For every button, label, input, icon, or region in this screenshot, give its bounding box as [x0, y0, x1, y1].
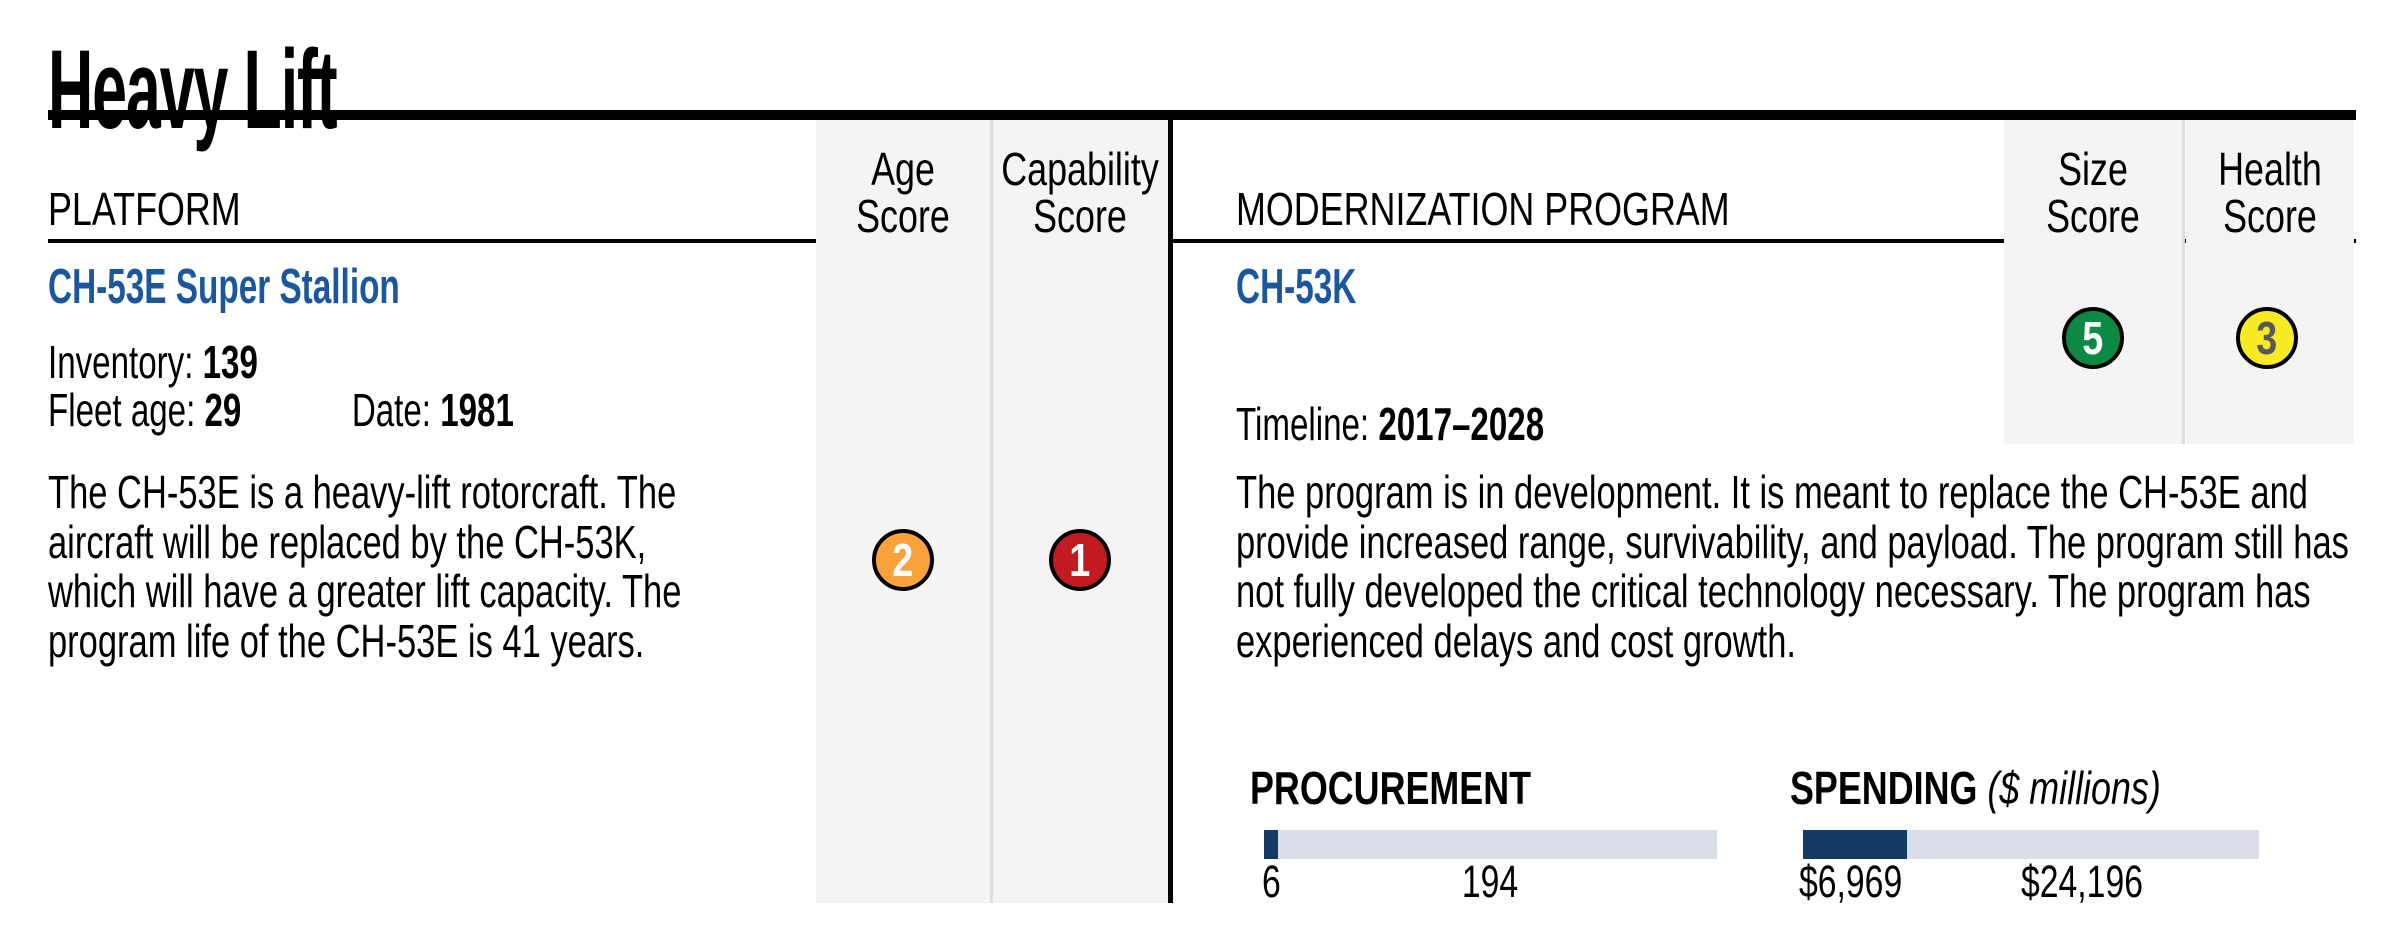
health-score-column-header: Health Score	[2036, 146, 2400, 240]
spending-label: SPENDING ($ millions)	[1790, 764, 2161, 812]
timeline-line: Timeline: 2017–2028	[1236, 400, 1544, 448]
capability-score-header-line1: Capability	[1001, 143, 1159, 195]
age-score-badge: 2	[872, 529, 934, 591]
date-value: 1981	[440, 384, 514, 436]
fleet-age-date-line: Fleet age: 29 Date: 1981	[48, 386, 768, 434]
spending-unit: ($ millions)	[1987, 762, 2161, 814]
size-score-value: 5	[2082, 312, 2104, 364]
age-capability-divider	[990, 120, 993, 903]
date-label: Date:	[351, 384, 432, 436]
platform-column-header: PLATFORM	[48, 183, 241, 235]
platform-name: CH-53E Super Stallion	[48, 260, 400, 314]
program-name: CH-53K	[1236, 260, 1357, 314]
health-score-header-line2: Score	[2223, 190, 2317, 242]
age-score-column-header: Age Score	[669, 146, 1137, 240]
procurement-total-value: 194	[1461, 856, 1519, 907]
modernization-program-column-header: MODERNIZATION PROGRAM	[1236, 183, 1730, 235]
age-score-header-line1: Age	[871, 143, 935, 195]
size-score-badge: 5	[2062, 307, 2124, 369]
fleet-age-label: Fleet age:	[48, 384, 196, 436]
health-score-column-bg	[2186, 120, 2354, 444]
top-rule	[48, 110, 2356, 120]
program-description: The program is in development. It is mea…	[1236, 466, 2349, 667]
inventory-line: Inventory: 139	[48, 338, 258, 386]
age-score-column-bg	[816, 120, 990, 903]
health-score-header-line1: Health	[2218, 143, 2322, 195]
inventory-value: 139	[202, 336, 258, 388]
procurement-current-value: 6	[1262, 856, 1281, 907]
inventory-label: Inventory:	[48, 336, 194, 388]
timeline-value: 2017–2028	[1378, 398, 1545, 450]
spending-current-value: $6,969	[1799, 856, 1903, 907]
age-score-header-line2: Score	[856, 190, 950, 242]
procurement-bar	[1264, 830, 1717, 859]
size-score-header-line2: Score	[2046, 190, 2140, 242]
procurement-label: PROCUREMENT	[1250, 762, 1532, 814]
spending-bar	[1803, 830, 2259, 859]
size-health-divider	[2182, 120, 2185, 444]
spending-bar-fill	[1803, 830, 1907, 859]
size-score-column-header: Size Score	[1859, 146, 2327, 240]
capability-score-column-bg	[993, 120, 1168, 903]
age-score-value: 2	[892, 534, 914, 586]
health-score-badge: 3	[2236, 307, 2298, 369]
capability-score-badge: 1	[1049, 529, 1111, 591]
platform-program-divider	[1168, 120, 1173, 903]
spending-total-value: $24,196	[2020, 856, 2143, 907]
page-title: Heavy Lift	[48, 27, 338, 152]
size-score-column-bg	[2004, 120, 2182, 444]
spending-label-text: SPENDING	[1790, 762, 1978, 814]
size-score-header-line1: Size	[2058, 143, 2128, 195]
platform-description: The CH-53E is a heavy-lift rotorcraft. T…	[48, 466, 682, 667]
header-underline	[48, 239, 2356, 243]
capability-score-column-header: Capability Score	[846, 146, 1314, 240]
capability-score-value: 1	[1069, 534, 1091, 586]
capability-score-header-line2: Score	[1033, 190, 1127, 242]
health-score-value: 3	[2256, 312, 2278, 364]
date-pair: Date: 1981	[352, 386, 514, 434]
timeline-label: Timeline:	[1236, 398, 1370, 450]
procurement-bar-fill	[1264, 830, 1279, 859]
fleet-age-value: 29	[204, 384, 242, 436]
